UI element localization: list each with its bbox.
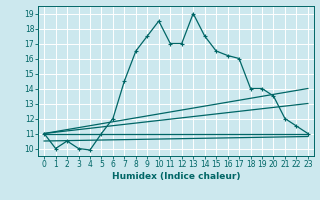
X-axis label: Humidex (Indice chaleur): Humidex (Indice chaleur)	[112, 172, 240, 181]
